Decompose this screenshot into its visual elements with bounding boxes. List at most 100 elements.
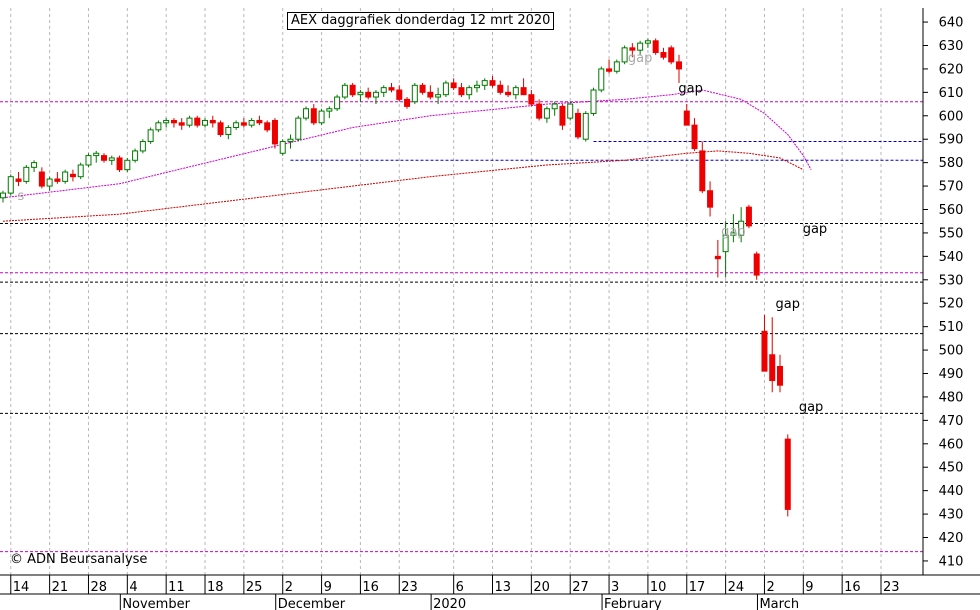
candle-body-down — [419, 84, 426, 93]
candle — [745, 204, 752, 229]
candle — [652, 38, 659, 55]
candle — [644, 38, 651, 48]
candle-body-down — [450, 82, 457, 89]
candle — [450, 78, 457, 91]
candle-body-up — [372, 91, 379, 98]
candle-body-up — [31, 162, 38, 168]
candle — [784, 434, 791, 517]
candle — [660, 47, 667, 60]
y-tick-label: 450 — [939, 461, 964, 476]
candle — [287, 134, 294, 149]
candle-body-down — [769, 354, 776, 382]
candle — [38, 167, 45, 189]
candle — [714, 239, 721, 278]
candle-body-up — [481, 80, 488, 86]
candle — [419, 82, 426, 95]
candle — [139, 139, 146, 154]
candle-body-down — [240, 122, 247, 126]
x-tick-label: 21 — [52, 580, 69, 595]
candle-body-up — [512, 87, 519, 96]
candle — [427, 85, 434, 100]
candle — [256, 115, 263, 126]
candle-body-down — [69, 173, 76, 178]
x-tick-label: 10 — [650, 580, 667, 595]
candle-body-up — [380, 87, 387, 93]
y-tick-label: 430 — [939, 508, 964, 523]
candle-body-down — [777, 365, 783, 386]
candle-body-down — [753, 253, 760, 276]
candle-body-down — [256, 119, 263, 124]
candle — [303, 106, 310, 121]
y-tick-label: 620 — [939, 62, 964, 77]
candle — [458, 82, 465, 98]
x-tick-label: 4 — [129, 580, 137, 595]
candle-body-down — [606, 68, 613, 72]
x-tick-label: 27 — [572, 580, 589, 595]
candle — [69, 169, 76, 182]
x-tick-label: 25 — [246, 580, 263, 595]
candle — [388, 82, 395, 93]
candle — [613, 59, 620, 74]
y-tick-label: 550 — [939, 226, 964, 241]
candle-body-down — [458, 87, 465, 96]
copyright-text: © ADN Beursanalyse — [10, 552, 148, 567]
x-axis: 14 21 28 4 11 18 25 2 9 16 23 6 13 20 27 3 10 17 24 2 9 16 23 N… — [0, 574, 980, 610]
candle — [225, 125, 232, 140]
x-tick-label: 9 — [324, 580, 332, 595]
candle — [738, 207, 745, 243]
candle-body-up — [598, 68, 605, 91]
candle — [116, 155, 123, 173]
candle-body-up — [326, 108, 333, 112]
candle — [147, 127, 154, 144]
candle — [271, 118, 278, 149]
candle — [209, 115, 216, 128]
candle — [411, 82, 418, 105]
candle-body-up — [637, 42, 644, 51]
gap-annotation: gap — [721, 224, 745, 239]
candle — [481, 78, 488, 91]
candle-body-up — [163, 119, 170, 124]
candle-body-up — [46, 178, 53, 187]
candle-body-up — [730, 232, 737, 236]
candle-body-down — [699, 150, 706, 192]
candles — [0, 38, 791, 517]
candle — [512, 85, 519, 100]
x-tick-label: 23 — [883, 580, 900, 595]
candle-body-down — [745, 206, 752, 227]
candle-body-down — [683, 110, 690, 126]
candle — [357, 90, 364, 102]
candle-body-down — [707, 190, 714, 208]
candle — [621, 45, 628, 65]
candle-body-down — [404, 98, 411, 107]
candle — [466, 85, 473, 100]
gap-annotation: gap — [799, 400, 823, 415]
x-tick-label: 2 — [766, 580, 774, 595]
candle-body-down — [365, 91, 372, 98]
candle — [497, 80, 504, 95]
candle — [396, 85, 403, 102]
candle — [132, 148, 139, 163]
candle-body-up — [318, 110, 325, 124]
candle — [295, 115, 302, 142]
y-tick-label: 630 — [939, 39, 964, 54]
candle-body-up — [613, 61, 620, 72]
candle — [637, 40, 644, 55]
candle — [31, 160, 38, 173]
candle — [334, 94, 341, 112]
candle-body-up — [139, 141, 146, 152]
candle-body-down — [505, 91, 512, 96]
y-axis: 410 420 430 440 450 460 470 480 490 500 510 520 530 5… — [922, 8, 964, 575]
candle-body-up — [411, 84, 418, 103]
candle-body-up — [0, 192, 6, 199]
candle — [668, 45, 675, 65]
x-tick-label: 28 — [90, 580, 107, 595]
x-tick-label: 17 — [689, 580, 706, 595]
candle-body-down — [271, 119, 278, 145]
candle-body-up — [225, 126, 232, 136]
y-tick-label: 640 — [939, 16, 964, 31]
candle-body-up — [108, 157, 115, 161]
candle-body-up — [621, 47, 628, 63]
candle-body-up — [85, 155, 92, 166]
x-tick-label: 23 — [401, 580, 418, 595]
